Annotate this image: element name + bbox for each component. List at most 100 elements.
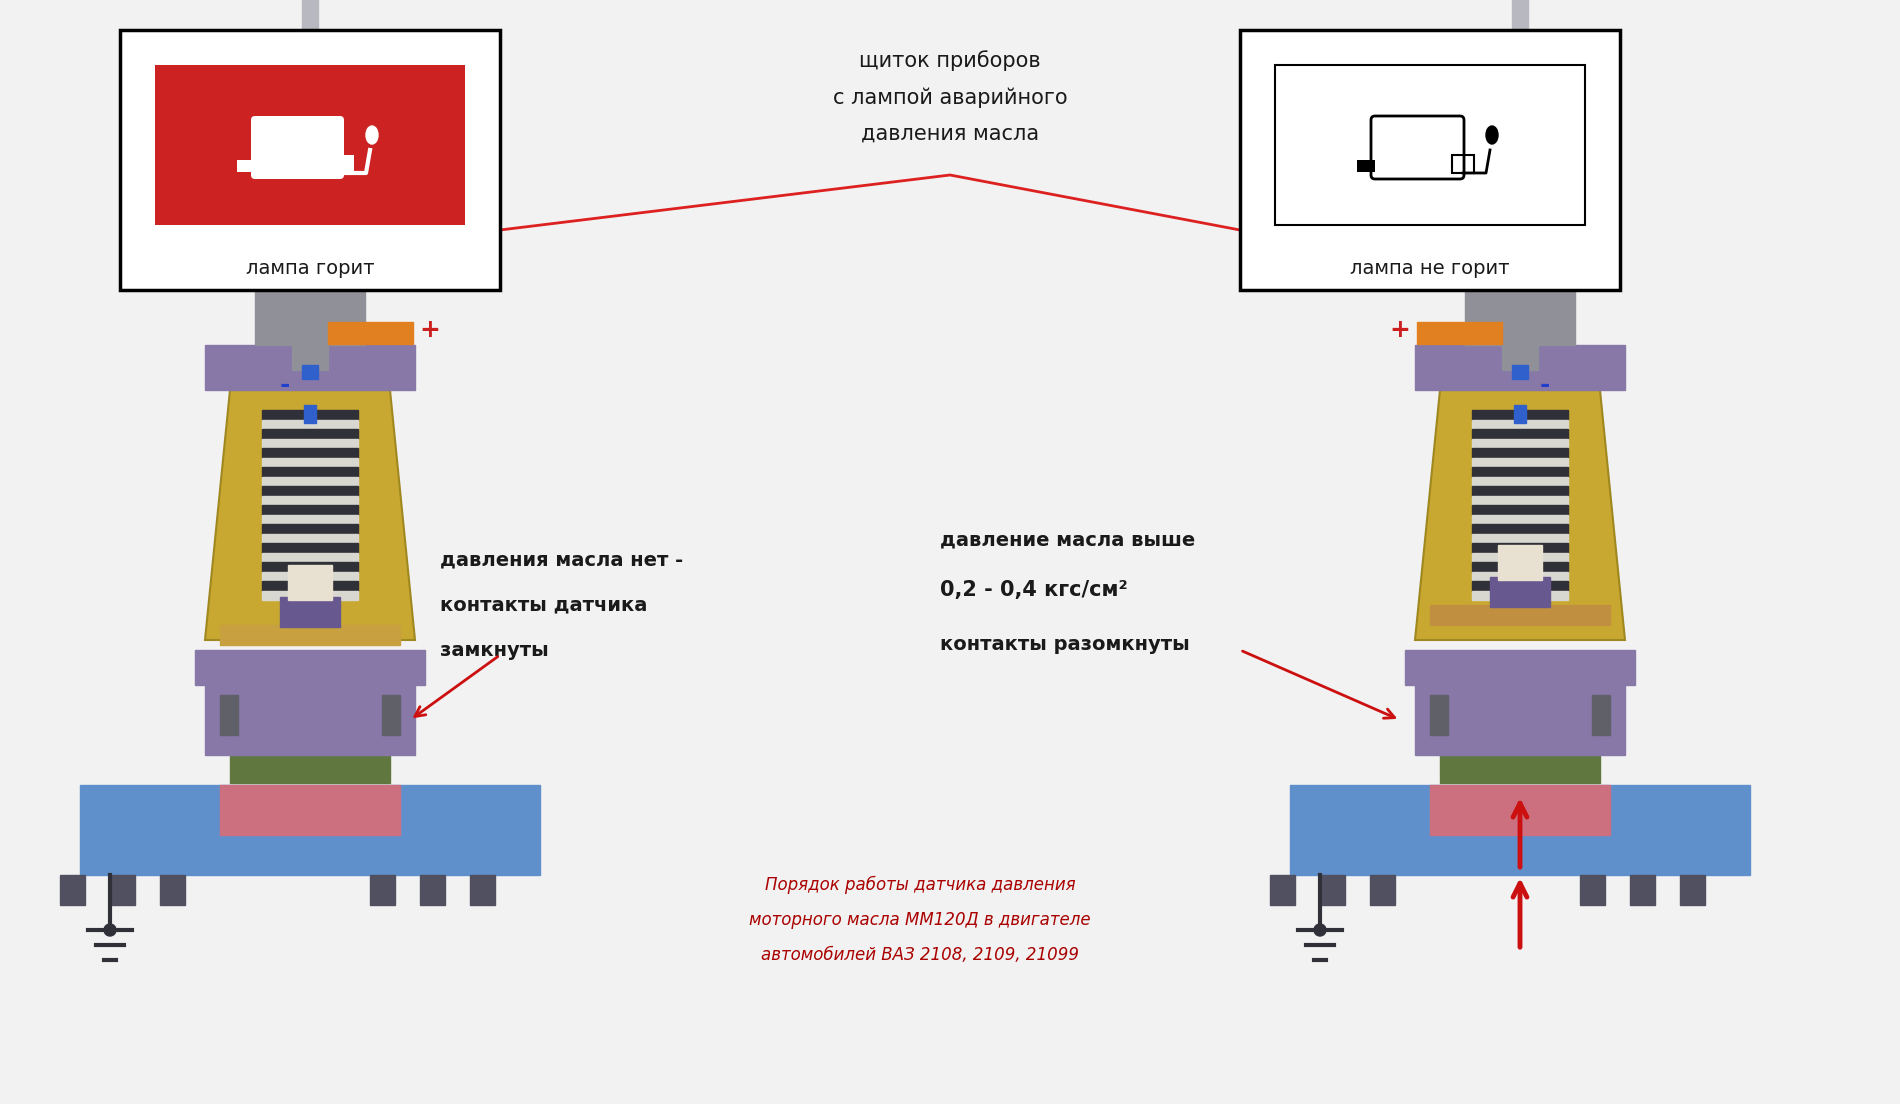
Bar (420, 875, 445, 905)
Bar (1269, 875, 1296, 905)
Bar (1514, 405, 1526, 423)
Bar (1630, 875, 1655, 905)
Polygon shape (205, 390, 414, 640)
Bar (1514, 355, 1526, 373)
Text: замкнуты: замкнуты (441, 640, 549, 659)
Bar (120, 30, 500, 290)
Bar (1472, 467, 1567, 477)
Bar (1431, 605, 1609, 625)
Circle shape (104, 924, 116, 936)
Bar (238, 160, 255, 172)
Bar (262, 438, 357, 448)
Bar (289, 565, 332, 599)
Bar (1417, 322, 1503, 344)
Bar (1472, 572, 1567, 581)
Bar (160, 875, 184, 905)
Bar (1431, 785, 1609, 835)
Bar (1497, 545, 1543, 580)
Bar (262, 543, 357, 552)
Bar (1472, 486, 1567, 496)
Bar (262, 514, 357, 524)
Bar (1472, 562, 1567, 572)
Bar (196, 650, 426, 684)
Bar (262, 533, 357, 543)
Bar (1472, 581, 1567, 591)
Bar (1472, 552, 1567, 562)
Bar (156, 65, 465, 225)
Bar (296, 235, 306, 275)
Bar (1524, 235, 1533, 275)
Bar (220, 785, 401, 835)
Text: лампа не горит: лампа не горит (1351, 258, 1510, 277)
Text: 0,2 - 0,4 кгс/см²: 0,2 - 0,4 кгс/см² (940, 580, 1127, 599)
Bar (80, 785, 540, 875)
Bar (1472, 438, 1567, 448)
Bar (1472, 524, 1567, 533)
Text: щиток приборов
с лампой аварийного
давления масла: щиток приборов с лампой аварийного давле… (832, 50, 1068, 144)
Bar (1416, 344, 1624, 390)
Ellipse shape (1486, 126, 1497, 144)
Bar (262, 448, 357, 457)
Text: контакты разомкнуты: контакты разомкнуты (940, 636, 1189, 655)
Bar (1472, 448, 1567, 457)
Bar (205, 344, 414, 390)
Ellipse shape (289, 194, 331, 246)
Text: -: - (1539, 373, 1550, 397)
Bar (293, 290, 329, 370)
Bar (61, 875, 86, 905)
Bar (1472, 591, 1567, 599)
Bar (1490, 577, 1550, 607)
Bar (262, 410, 357, 420)
Bar (314, 235, 325, 275)
Bar (1431, 696, 1448, 735)
Bar (262, 420, 357, 429)
Bar (262, 486, 357, 496)
Bar (110, 875, 135, 905)
Ellipse shape (1499, 194, 1541, 246)
Text: лампа горит: лампа горит (245, 258, 374, 277)
Bar (1503, 290, 1537, 370)
Bar (1472, 429, 1567, 438)
Bar (1472, 477, 1567, 486)
Text: давление масла выше: давление масла выше (940, 531, 1195, 550)
Bar (262, 467, 357, 477)
Ellipse shape (1505, 201, 1535, 238)
Bar (1592, 696, 1609, 735)
Bar (1472, 514, 1567, 524)
Bar (1275, 65, 1585, 225)
Bar (329, 322, 412, 344)
Bar (1512, 365, 1528, 379)
Bar (302, 0, 317, 344)
Bar (262, 581, 357, 591)
Bar (1404, 650, 1636, 684)
Bar (304, 255, 315, 290)
Bar (262, 457, 357, 467)
Bar (382, 696, 401, 735)
Polygon shape (1416, 390, 1624, 640)
Bar (1241, 30, 1621, 290)
Text: -: - (279, 373, 291, 397)
Text: Порядок работы датчика давления: Порядок работы датчика давления (764, 875, 1075, 894)
Bar (1514, 255, 1526, 290)
Circle shape (1315, 924, 1326, 936)
Text: контакты датчика: контакты датчика (441, 595, 648, 615)
Bar (220, 696, 238, 735)
Text: автомобилей ВАЗ 2108, 2109, 21099: автомобилей ВАЗ 2108, 2109, 21099 (762, 946, 1079, 964)
Bar (279, 597, 340, 627)
Bar (262, 429, 357, 438)
Bar (1452, 155, 1474, 173)
Bar (262, 562, 357, 572)
Bar (1507, 235, 1533, 290)
Bar (220, 625, 401, 645)
Bar (262, 505, 357, 514)
Bar (205, 684, 414, 755)
Bar (1370, 875, 1395, 905)
Bar (1357, 160, 1376, 172)
Bar (469, 875, 496, 905)
Bar (1416, 684, 1624, 755)
Bar (304, 405, 315, 423)
Bar (255, 255, 365, 344)
Bar (1320, 875, 1345, 905)
FancyBboxPatch shape (251, 116, 344, 179)
Bar (230, 755, 390, 783)
